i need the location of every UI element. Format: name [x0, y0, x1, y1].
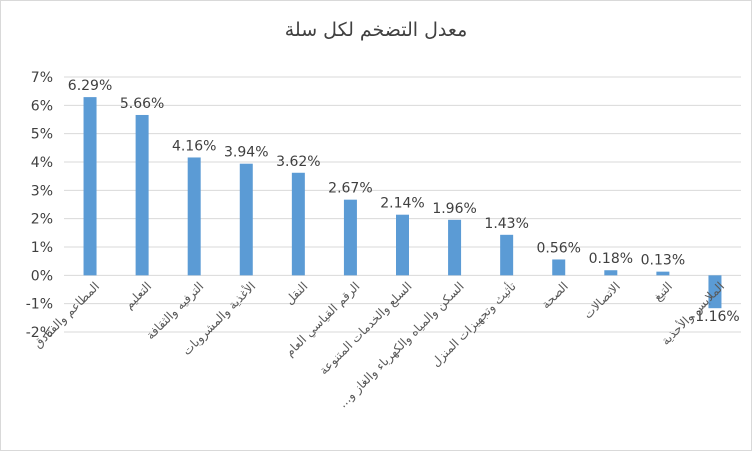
bar — [500, 234, 514, 276]
y-tick-label: 6% — [31, 98, 53, 114]
category-label: تأثيث وتجهيزات المنزل — [427, 278, 519, 370]
category-label: التبغ — [651, 279, 675, 303]
y-tick-label: 7% — [31, 70, 53, 86]
data-label: 0.18% — [589, 251, 633, 267]
y-tick-label: -1% — [26, 297, 53, 313]
data-label: 3.62% — [276, 154, 320, 170]
category-label: الصحة — [539, 279, 571, 311]
bar — [239, 163, 253, 276]
data-label: 5.66% — [120, 96, 164, 112]
y-tick-label: 5% — [31, 127, 53, 143]
bar — [708, 275, 722, 309]
y-tick-label: 1% — [31, 240, 53, 256]
data-label: 0.56% — [536, 240, 580, 256]
data-label: -1.16% — [690, 309, 740, 325]
y-tick-label: 4% — [31, 155, 53, 171]
y-tick-label: -2% — [26, 325, 53, 341]
y-tick-label: 0% — [31, 268, 53, 284]
category-label: التعليم — [122, 279, 155, 312]
bar — [83, 97, 97, 276]
bar — [396, 214, 409, 276]
bar — [552, 259, 566, 276]
bar — [187, 157, 201, 276]
data-label: 2.14% — [380, 196, 424, 212]
category-label: المطاعم والفنادق — [31, 279, 103, 351]
category-label: النقل — [282, 279, 310, 307]
bar — [604, 270, 618, 276]
bar — [291, 172, 305, 276]
data-label: 4.16% — [172, 138, 216, 154]
data-label: 6.29% — [68, 78, 112, 94]
y-tick-label: 2% — [31, 212, 53, 228]
bar — [135, 114, 149, 276]
y-tick-label: 3% — [31, 183, 53, 199]
data-label: 3.94% — [224, 145, 268, 161]
bar — [448, 219, 462, 276]
data-label: 2.67% — [328, 181, 372, 197]
category-label: السلع والخدمات المتنوعة — [316, 279, 415, 378]
bar — [656, 271, 670, 276]
category-label: الاتصالات — [581, 279, 623, 321]
bar — [343, 199, 357, 276]
data-label: 1.96% — [432, 201, 476, 217]
data-label: 0.13% — [641, 253, 685, 269]
chart-title: معدل التضخم لكل سلة — [284, 19, 468, 41]
data-label: 1.43% — [484, 216, 528, 232]
